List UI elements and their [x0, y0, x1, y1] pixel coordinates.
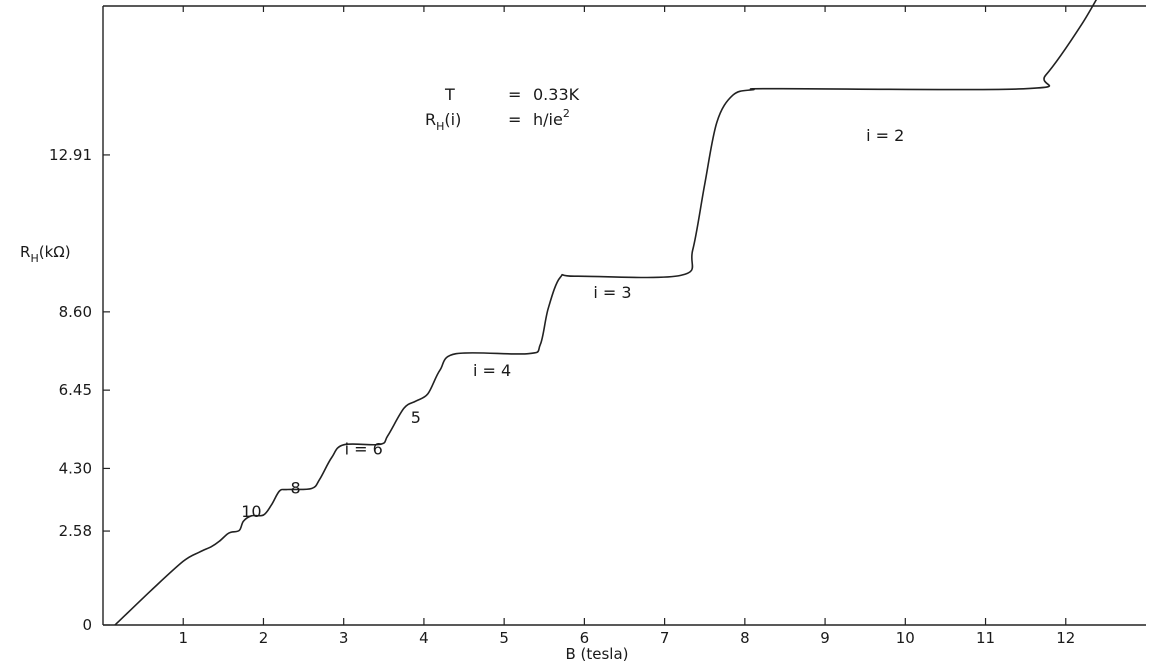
x-axis-label: B (tesla): [565, 645, 628, 663]
temperature-symbol: T: [444, 85, 455, 104]
x-tick-label: 2: [259, 629, 269, 647]
plot-frame: [102, 5, 1146, 626]
plateau-label: 5: [411, 408, 421, 427]
x-tick-label: 3: [339, 629, 349, 647]
plateau-label: i = 6: [345, 439, 383, 458]
y-tick-label: 8.60: [59, 303, 92, 321]
svg-text:RH(kΩ): RH(kΩ): [20, 243, 71, 265]
plateau-label: i = 2: [866, 126, 904, 145]
temperature-equals: =: [508, 85, 521, 104]
y-axis-ticks: 0 2.58 4.30 6.45 8.60 12.91: [49, 146, 110, 634]
y-axis-label-sub: H: [30, 252, 38, 265]
y-tick-label: 2.58: [59, 522, 92, 540]
plateau-label: 8: [290, 478, 300, 497]
plateau-label: 10: [241, 502, 261, 521]
plateau-label: i = 3: [593, 283, 631, 302]
x-tick-label: 5: [499, 629, 509, 647]
y-axis-label-unit: (kΩ): [39, 243, 71, 261]
x-tick-label: 12: [1056, 629, 1075, 647]
plateau-labels: i = 2 i = 3 i = 4 5 i = 6 8 10: [241, 126, 904, 521]
y-axis-label-main: R: [20, 243, 30, 261]
y-tick-label: 12.91: [49, 146, 92, 164]
plateau-label: i = 4: [473, 361, 511, 380]
x-tick-label: 10: [896, 629, 915, 647]
x-tick-label: 8: [740, 629, 750, 647]
quantization-formula: RH(i) = h/ie2: [425, 107, 570, 133]
x-tick-label: 6: [580, 629, 590, 647]
x-tick-label: 4: [419, 629, 429, 647]
x-axis-ticks: 1 2 3 4 5 6 7 8 9 10 11 12: [178, 6, 1075, 647]
hall-resistance-curve: [114, 0, 1098, 626]
formula-rhs: h/ie2: [533, 107, 570, 129]
x-tick-label: 11: [976, 629, 995, 647]
temperature-annotation: T = 0.33K: [444, 85, 580, 104]
y-axis-label: RH(kΩ): [20, 243, 71, 265]
temperature-value: 0.33K: [533, 85, 580, 104]
x-tick-label: 1: [178, 629, 188, 647]
formula-lhs: RH(i): [425, 110, 461, 133]
x-tick-label: 9: [820, 629, 830, 647]
y-tick-label: 6.45: [59, 381, 92, 399]
y-tick-label: 0: [82, 616, 92, 634]
x-tick-label: 7: [660, 629, 670, 647]
y-tick-label: 4.30: [59, 459, 92, 477]
formula-equals: =: [508, 110, 521, 129]
